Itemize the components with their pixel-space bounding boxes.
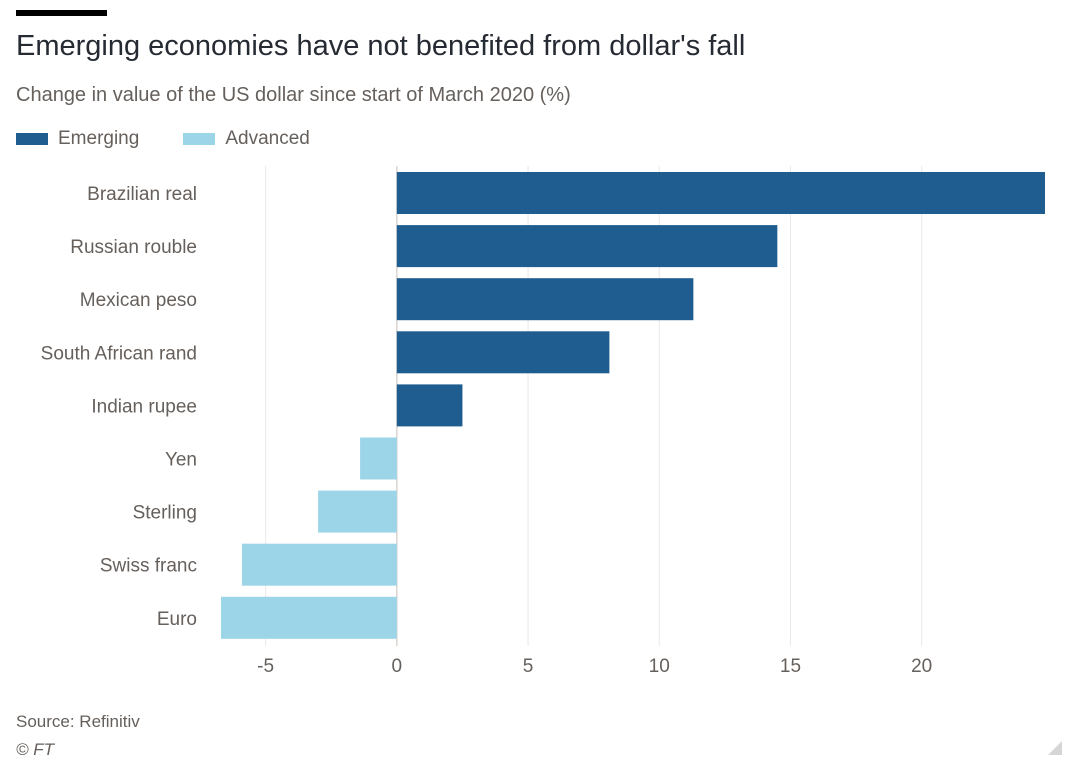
bar-brazilian-real [396,172,1045,214]
category-label: Sterling [133,503,197,524]
legend-swatch-emerging [16,133,48,145]
bar-mexican-peso [396,278,694,321]
resize-handle-icon [1048,741,1062,755]
category-label: South African rand [41,343,197,364]
x-tick-label: 20 [911,656,932,677]
bar-chart: Brazilian real Russian rouble Mexican peso… [41,166,1045,677]
category-label: Yen [165,450,197,471]
bar-euro [221,596,397,639]
bar-russian-rouble [396,225,778,268]
category-label: Swiss franc [100,556,197,577]
chart-subtitle: Change in value of the US dollar since s… [16,84,571,106]
category-label: Indian rupee [91,396,197,417]
legend: Emerging Advanced [16,128,354,150]
legend-item-emerging: Emerging [16,128,139,150]
category-label: Russian rouble [70,237,197,258]
legend-swatch-advanced [183,133,216,145]
copyright-note: © FT [16,740,55,759]
legend-item-advanced: Advanced [183,128,310,150]
bar-yen [360,437,397,480]
category-label: Brazilian real [87,184,197,205]
legend-label-advanced: Advanced [225,128,310,149]
category-label: Mexican peso [80,290,197,311]
legend-label-emerging: Emerging [58,128,140,149]
bar-indian-rupee [396,384,463,427]
title-accent-rule [16,10,107,16]
x-tick-label: 10 [649,656,670,677]
chart-title: Emerging economies have not benefited fr… [16,30,746,62]
x-tick-label: 15 [780,656,801,677]
x-tick-label: 0 [392,656,403,677]
bar-swiss-franc [241,543,397,586]
bar-sterling [318,490,397,533]
x-tick-label: 5 [523,656,534,677]
bar-south-african-rand [396,331,610,374]
x-tick-label: -5 [257,656,274,677]
category-label: Euro [157,609,197,630]
source-note: Source: Refinitiv [16,712,140,731]
